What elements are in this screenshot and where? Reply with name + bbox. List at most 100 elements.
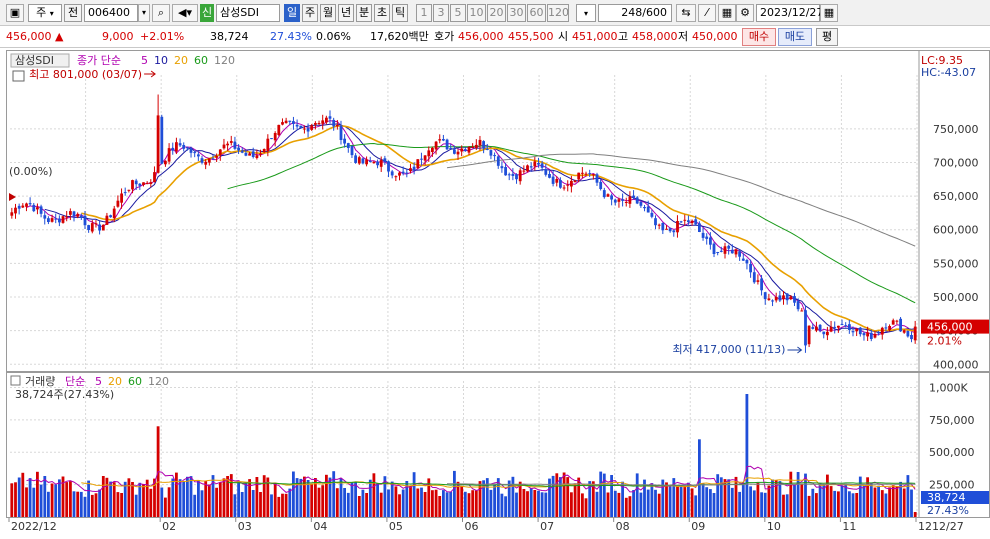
period-tab-1[interactable]: 주 [302,4,318,22]
x-tick-label: 02 [162,520,176,533]
candle [719,246,723,253]
period-tab-2[interactable]: 월 [320,4,336,22]
interval-button-120[interactable]: 120 [547,4,569,22]
candle-body [405,172,409,174]
candle-body [164,160,167,165]
candle [295,119,299,131]
chart-tool-icon[interactable]: ⇆ [676,4,696,22]
panel-menu-icon[interactable] [12,70,25,82]
market-select-label: 주 [36,6,47,19]
candle [226,141,229,151]
candle-body [292,121,295,124]
candle-body [741,258,745,261]
ma-legend-10: 10 [154,54,168,67]
count-field[interactable]: 248/600 [598,4,672,22]
candle-body [368,161,372,162]
candle [365,156,368,167]
period-tab-6[interactable]: 틱 [392,4,408,22]
interval-dropdown[interactable]: ▾ [576,4,596,22]
volume-bar [599,471,603,517]
gear-icon[interactable]: ⚙ [736,4,754,22]
volume-chart-panel[interactable]: 1,000K 750,000 500,000 250,000 거래량 단순 5 20 60 120… [6,372,990,518]
candle-body [182,145,186,149]
volume-bar [116,492,120,517]
eval-button[interactable]: 평 [816,28,838,46]
volume-bar [709,489,712,517]
interval-button-5[interactable]: 5 [450,4,466,22]
speaker-icon[interactable]: ◀▾ [172,4,198,22]
period-tab-0[interactable]: 일 [284,4,300,22]
candle [741,253,745,261]
candle [668,227,672,233]
interval-button-1[interactable]: 1 [416,4,432,22]
candle-body [456,151,460,155]
volume-bar [880,490,884,517]
volume-bar [87,480,90,517]
buy-button[interactable]: 매수 [742,28,776,46]
candle [284,117,288,124]
candle [573,179,577,183]
candle [39,204,43,218]
date-field[interactable]: 2023/12/27 [756,4,824,22]
volume-chart-svg[interactable]: 1,000K 750,000 500,000 250,000 거래량 단순 5 20 60 120… [7,373,989,517]
candle [156,94,160,174]
period-tab-3[interactable]: 년 [338,4,354,22]
market-select[interactable]: 주 ▾ [28,4,62,22]
candle [277,124,281,137]
jeon-button[interactable]: 전 [64,4,82,22]
candle [877,330,880,336]
code-dropdown-icon[interactable]: ▾ [138,4,150,22]
interval-button-20[interactable]: 20 [487,4,506,22]
volume-bar [101,476,105,517]
candle [83,211,87,229]
candle-body [412,166,416,171]
price-chart-panel[interactable]: 750,000 700,000 650,000 600,000 550,000 500,0… [6,50,990,372]
trend-line-icon[interactable]: ⁄ [698,4,716,22]
interval-button-60[interactable]: 60 [527,4,546,22]
current-price: 456,000 ▲ [6,29,63,45]
candle-body [489,150,493,156]
candle [123,187,127,196]
volume-bar [237,480,240,517]
period-tab-5[interactable]: 초 [374,4,390,22]
volume-bar [650,483,654,517]
candle [28,197,32,206]
candle-body [387,161,390,172]
volume-bar [50,483,54,517]
stock-name-field[interactable]: 삼성SDI [216,4,280,22]
vol-pct-label: 27.43% [927,504,969,517]
interval-button-3[interactable]: 3 [433,4,449,22]
grid-icon[interactable]: ▦ [718,4,736,22]
candle [858,326,862,337]
candle [368,156,372,163]
price-chart-svg[interactable]: 750,000 700,000 650,000 600,000 550,000 500,0… [7,51,989,371]
candle-body [482,141,485,148]
candle-body [548,174,551,178]
candle [32,202,36,213]
search-icon[interactable]: ⌕ [152,4,170,22]
candle-body [186,147,189,149]
stock-code-input[interactable]: 006400 [84,4,138,22]
candle-body [284,120,288,124]
date-value: 2023/12/27 [760,6,824,19]
volume-bar [368,479,372,517]
candle-body [218,149,222,155]
candle-body [899,318,902,332]
vol-panel-menu-icon[interactable] [10,375,21,386]
interval-button-30[interactable]: 30 [507,4,526,22]
candle [423,155,427,166]
volume-bar [752,490,756,517]
candle [723,242,727,259]
candle [105,212,109,225]
calendar-icon[interactable]: ▦ [820,4,838,22]
candle-body [507,174,511,176]
window-icon[interactable]: ▣ [6,4,24,22]
period-tab-4[interactable]: 분 [356,4,372,22]
candle [705,233,709,245]
candle-body [61,216,65,223]
interval-button-10[interactable]: 10 [467,4,486,22]
candle-body [346,143,350,148]
sell-button[interactable]: 매도 [778,28,812,46]
candle [526,164,529,173]
candle [570,175,573,193]
